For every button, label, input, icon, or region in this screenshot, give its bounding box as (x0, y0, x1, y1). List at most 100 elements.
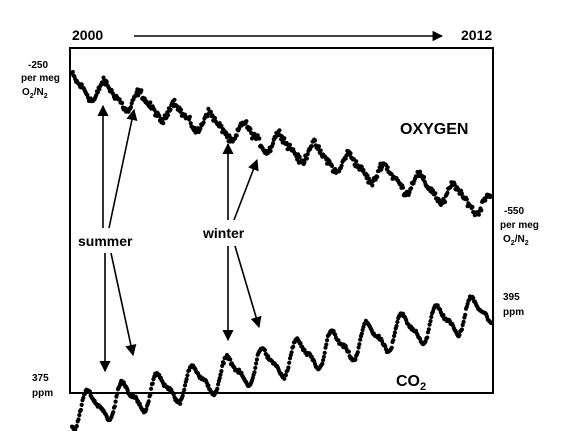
data-point (254, 361, 259, 366)
data-point (158, 116, 163, 121)
data-point (452, 182, 457, 187)
data-point (286, 365, 291, 370)
oxygen-top-unit: per meg (21, 73, 60, 84)
data-point (488, 194, 494, 199)
data-point (309, 144, 314, 149)
data-point (139, 88, 144, 93)
data-point (70, 69, 75, 75)
data-point (252, 370, 257, 375)
data-point (365, 173, 370, 178)
data-point (287, 360, 292, 365)
data-point (180, 393, 185, 399)
data-point (312, 138, 318, 143)
data-point (115, 391, 120, 396)
oxygen-series-label: OXYGEN (400, 121, 468, 138)
data-point (112, 404, 117, 409)
data-point (228, 357, 233, 362)
data-point (161, 121, 166, 126)
data-point (321, 358, 326, 363)
data-point (348, 151, 353, 156)
data-point (459, 191, 464, 196)
data-point (184, 377, 189, 382)
data-point (376, 333, 381, 338)
data-point (219, 369, 224, 374)
plot-frame (69, 47, 494, 394)
data-point (252, 131, 257, 136)
data-point (254, 357, 259, 362)
data-point (270, 141, 276, 146)
data-point (389, 345, 394, 350)
data-point (262, 348, 267, 353)
data-point (358, 337, 363, 342)
summer-arrow-co2-2 (110, 252, 137, 357)
data-point (355, 350, 360, 355)
data-point (234, 133, 239, 138)
data-point (425, 335, 430, 340)
data-point (188, 121, 193, 126)
data-point (185, 373, 190, 378)
data-point (215, 386, 220, 391)
data-point (476, 212, 481, 217)
data-point (461, 319, 466, 324)
summer-arrow-oxygen-2 (108, 108, 138, 229)
data-point (168, 107, 173, 112)
data-point (471, 296, 476, 301)
data-point (354, 159, 359, 164)
data-point (339, 163, 344, 168)
data-point (395, 319, 400, 325)
data-point (409, 186, 414, 191)
data-point (206, 106, 211, 111)
data-point (428, 319, 433, 324)
data-point (488, 320, 494, 326)
co2-series-points (69, 294, 494, 431)
data-point (421, 175, 427, 180)
data-point (206, 383, 211, 388)
data-point (171, 392, 176, 397)
data-point (218, 372, 223, 377)
data-point (201, 120, 206, 125)
data-point (297, 154, 302, 160)
data-point (427, 322, 432, 327)
data-point (392, 333, 397, 339)
data-point (144, 407, 149, 412)
data-point (433, 191, 438, 196)
oxygen-bottom-value: -550 (504, 206, 524, 217)
data-point (346, 349, 351, 354)
data-point (329, 163, 335, 169)
co2-bottom-value: 375 (32, 373, 49, 384)
data-point (78, 407, 83, 413)
data-point (282, 136, 287, 141)
data-point (287, 142, 293, 147)
data-point (95, 90, 100, 95)
data-point (479, 208, 484, 213)
data-point (429, 314, 434, 320)
data-point (149, 386, 154, 391)
annotation-arrows (97, 104, 262, 373)
data-point (111, 410, 116, 415)
time-start-label: 2000 (72, 27, 103, 43)
data-point (146, 399, 151, 404)
data-point (320, 361, 325, 366)
data-point (253, 365, 258, 370)
data-point (442, 199, 448, 205)
winter-arrow-co2-2 (234, 245, 262, 329)
winter-arrow-oxygen-2 (233, 158, 259, 221)
data-point (323, 345, 328, 350)
data-point (302, 160, 307, 165)
data-point (97, 87, 102, 92)
co2-top-unit: ppm (503, 307, 524, 318)
data-point (277, 128, 282, 133)
data-point (392, 330, 397, 335)
data-point (77, 413, 82, 418)
data-point (322, 350, 327, 355)
oxygen-bottom-unit: per meg (500, 220, 539, 231)
data-point (356, 345, 361, 350)
co2-top-value: 395 (503, 292, 520, 303)
data-point (357, 342, 362, 347)
data-point (463, 312, 468, 317)
data-point (182, 387, 187, 392)
data-point (148, 100, 153, 105)
summer-annotation: summer (78, 233, 133, 249)
data-point (81, 395, 86, 400)
data-point (359, 164, 364, 169)
